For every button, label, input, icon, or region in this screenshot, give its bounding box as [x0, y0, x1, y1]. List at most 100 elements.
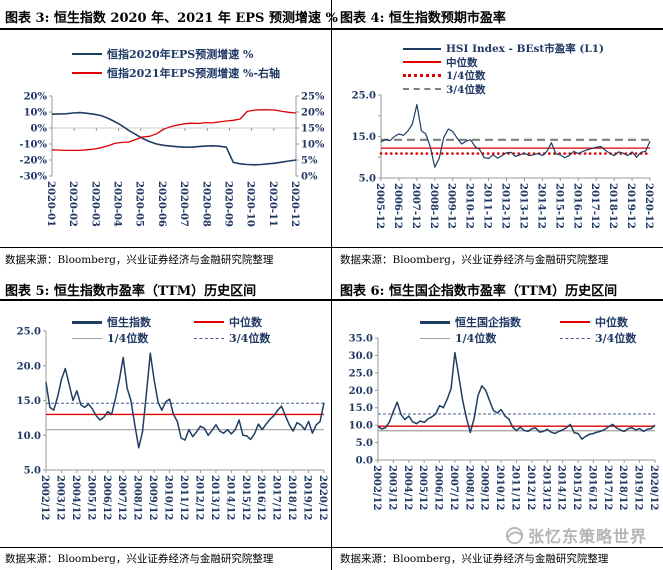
legend-label: 3/4位数	[229, 332, 271, 345]
svg-text:20.0: 20.0	[17, 361, 41, 372]
legend-swatch-solid	[194, 321, 224, 323]
series-hsi-ttm-pe	[45, 352, 325, 449]
svg-text:15%: 15%	[301, 124, 325, 135]
legend-item: 1/4位数	[403, 69, 604, 83]
svg-text:2014/12: 2014/12	[556, 465, 567, 510]
legend-item: 3/4位数	[560, 330, 660, 346]
svg-text:2016-12: 2016-12	[571, 183, 582, 229]
legend-swatch-dashed	[194, 337, 224, 339]
svg-text:2020-12: 2020-12	[289, 181, 300, 227]
column-divider	[331, 0, 332, 570]
legend-swatch-solid	[72, 337, 102, 339]
svg-text:5.0: 5.0	[24, 466, 41, 477]
svg-text:2020-08: 2020-08	[200, 181, 211, 227]
svg-text:2009/12: 2009/12	[147, 475, 158, 520]
svg-text:0%: 0%	[301, 172, 318, 183]
legend-label: 3/4位数	[446, 83, 486, 96]
svg-text:2017/12: 2017/12	[271, 475, 282, 520]
svg-text:2005-12: 2005-12	[374, 183, 385, 229]
legend-item: 1/4位数	[72, 330, 194, 346]
svg-text:2020-03: 2020-03	[89, 181, 100, 227]
svg-text:10%: 10%	[24, 108, 48, 119]
svg-text:2019-12: 2019-12	[625, 183, 636, 229]
legend-item: 3/4位数	[403, 83, 604, 97]
legend-item: 恒生国企指数	[420, 314, 560, 330]
svg-text:20%: 20%	[24, 92, 48, 103]
svg-text:25.0: 25.0	[349, 368, 373, 379]
legend-label: 1/4位数	[446, 70, 486, 83]
legend-label: 中位数	[446, 56, 478, 69]
svg-text:20.0: 20.0	[349, 386, 373, 397]
svg-text:2015/12: 2015/12	[240, 475, 251, 520]
svg-text:2016/12: 2016/12	[255, 475, 266, 520]
figure-6-source: 数据来源：Bloomberg，兴业证券经济与金融研究院整理	[340, 553, 609, 565]
svg-text:2011/12: 2011/12	[178, 475, 189, 520]
legend-swatch-solid	[420, 337, 450, 339]
svg-text:2002/12: 2002/12	[371, 465, 382, 510]
svg-text:2012/12: 2012/12	[193, 475, 204, 520]
svg-text:2018/12: 2018/12	[286, 475, 297, 520]
svg-text:2002/12: 2002/12	[39, 475, 50, 520]
legend-label: 恒生指数	[107, 316, 151, 329]
svg-text:2014/12: 2014/12	[224, 475, 235, 520]
svg-text:2004/12: 2004/12	[70, 475, 81, 520]
svg-text:15.0: 15.0	[352, 132, 376, 143]
svg-text:2014-12: 2014-12	[535, 183, 546, 229]
legend-item: 中位数	[194, 314, 302, 330]
legend-label: 恒指2020年EPS预测增速 %	[107, 47, 254, 61]
legend-item: 3/4位数	[194, 330, 302, 346]
svg-text:2007-12: 2007-12	[410, 183, 421, 229]
watermark: 张忆东策略世界	[505, 523, 647, 547]
legend-item: 中位数	[560, 314, 660, 330]
svg-text:0%: 0%	[31, 124, 48, 135]
legend-label: 中位数	[229, 316, 262, 329]
figure-4-legend: HSI Index - BEst市盈率 (L1) 中位数 1/4位数 3/4位数	[403, 42, 604, 96]
figure-4-title: 图表 4: 恒生指数预期市盈率	[340, 11, 506, 26]
svg-text:25%: 25%	[301, 92, 325, 103]
svg-text:2005/12: 2005/12	[417, 465, 428, 510]
svg-text:2020-06: 2020-06	[156, 181, 167, 227]
svg-text:10%: 10%	[301, 140, 325, 151]
svg-text:2016/12: 2016/12	[586, 465, 597, 510]
svg-text:-10%: -10%	[19, 140, 47, 151]
legend-item: HSI Index - BEst市盈率 (L1)	[403, 42, 604, 56]
figure-5-source: 数据来源：Bloomberg，兴业证券经济与金融研究院整理	[5, 553, 274, 565]
legend-item: 中位数	[403, 56, 604, 70]
svg-text:2006/12: 2006/12	[433, 465, 444, 510]
legend-swatch-dashed	[560, 337, 590, 339]
svg-text:2017-12: 2017-12	[589, 183, 600, 229]
legend-swatch-dotted	[403, 74, 441, 78]
svg-text:10.0: 10.0	[349, 421, 373, 432]
svg-text:2018-12: 2018-12	[607, 183, 618, 229]
svg-text:10.0: 10.0	[17, 431, 41, 442]
svg-text:2020-04: 2020-04	[112, 181, 123, 227]
svg-text:2020-02: 2020-02	[67, 181, 78, 227]
svg-text:2008/12: 2008/12	[132, 475, 143, 520]
svg-text:2020-11: 2020-11	[267, 181, 278, 227]
legend-item: 恒指2021年EPS预测增速 %-右轴	[72, 63, 280, 82]
watermark-logo-icon	[505, 526, 524, 545]
svg-text:2006/12: 2006/12	[101, 475, 112, 520]
series-hsi-best-pe	[380, 103, 651, 168]
svg-text:2015/12: 2015/12	[571, 465, 582, 510]
legend-item: 恒指2020年EPS预测增速 %	[72, 44, 280, 63]
legend-label: 恒指2021年EPS预测增速 %-右轴	[107, 66, 281, 80]
svg-text:2011-12: 2011-12	[482, 183, 493, 229]
legend-swatch-solid	[403, 47, 441, 50]
legend-label: 3/4位数	[595, 332, 637, 345]
svg-text:2006-12: 2006-12	[392, 183, 403, 229]
figure-6-legend: 恒生国企指数 中位数 1/4位数 3/4位数	[420, 314, 660, 346]
svg-text:2020-09: 2020-09	[222, 181, 233, 227]
legend-swatch-solid	[72, 52, 102, 55]
svg-text:2020/12: 2020/12	[317, 475, 328, 520]
watermark-text: 张忆东策略世界	[528, 527, 648, 546]
legend-swatch-dashed	[403, 88, 441, 91]
svg-text:2004/12: 2004/12	[402, 465, 413, 510]
legend-swatch-solid	[560, 321, 590, 323]
svg-text:2020-12: 2020-12	[643, 183, 654, 229]
svg-text:5%: 5%	[301, 156, 318, 167]
svg-text:2010/12: 2010/12	[494, 465, 505, 510]
legend-swatch-solid	[72, 71, 102, 74]
legend-label: HSI Index - BEst市盈率 (L1)	[446, 43, 604, 56]
